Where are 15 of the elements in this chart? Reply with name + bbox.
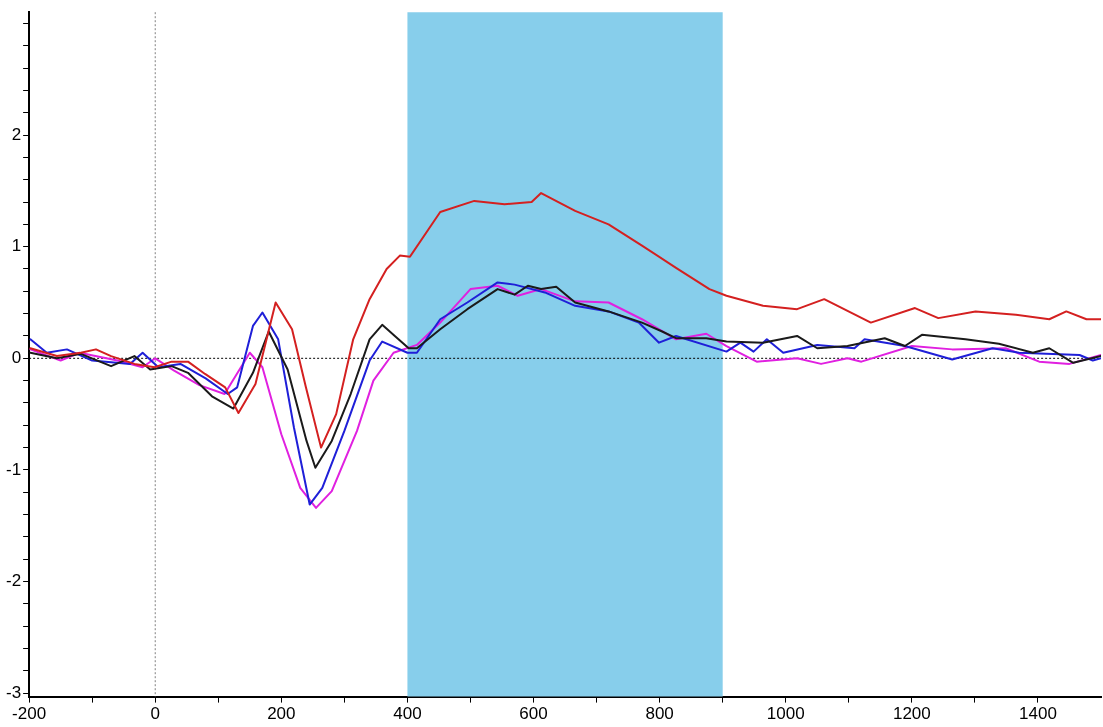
x-tick-label: -200	[12, 704, 47, 724]
y-tick-label: -3	[5, 682, 22, 702]
x-tick-label: 1000	[766, 704, 805, 724]
x-tick-label: 600	[519, 704, 548, 724]
y-tick-label: -2	[5, 571, 22, 591]
x-tick-label: 0	[150, 704, 160, 724]
x-tick-label: 400	[393, 704, 422, 724]
y-tick-label: -1	[5, 459, 22, 479]
y-tick-label: 0	[11, 348, 22, 367]
x-tick-label: 1400	[1019, 704, 1057, 724]
x-tick-label: 200	[267, 704, 296, 724]
x-tick-label: 800	[645, 704, 674, 724]
y-tick-label: 2	[11, 124, 22, 144]
x-tick-label: 1200	[892, 704, 931, 724]
y-tick-label: 1	[11, 236, 22, 256]
